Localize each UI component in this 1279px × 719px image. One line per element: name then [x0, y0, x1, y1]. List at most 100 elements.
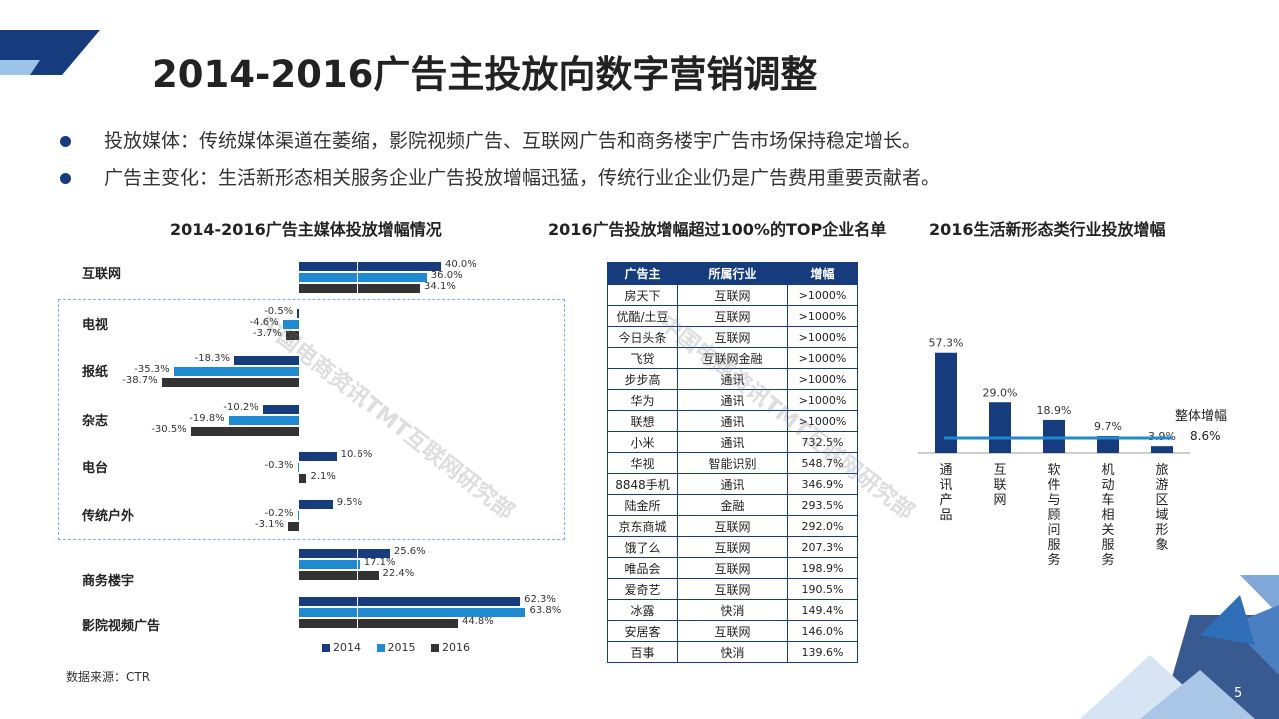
- data-label: -3.1%: [254, 519, 284, 530]
- data-label: -3.7%: [252, 328, 282, 339]
- table-row: 步步高 通讯 >1000%: [607, 368, 858, 390]
- column-header: 所属行业: [677, 262, 788, 285]
- bar-2015: [297, 463, 299, 472]
- table-cell: 互联网: [677, 536, 788, 558]
- table-cell: 金融: [677, 494, 788, 516]
- table-cell: 联想: [607, 410, 678, 432]
- table-cell: >1000%: [787, 305, 858, 327]
- table-cell: 通讯: [677, 431, 788, 453]
- bar: [1097, 436, 1119, 453]
- category-label: 电台: [82, 461, 109, 476]
- table-cell: 207.3%: [787, 536, 858, 558]
- legend-item-2014: 2014: [322, 641, 361, 654]
- bar-2015: [299, 273, 427, 282]
- table-cell: 冰露: [607, 599, 678, 621]
- table-cell: 190.5%: [787, 578, 858, 600]
- table-row: 华为 通讯 >1000%: [607, 389, 858, 411]
- reference-line-name: 整体增幅: [1175, 409, 1228, 424]
- data-label: 10.6%: [341, 449, 373, 460]
- category-label: 通讯产品: [939, 463, 953, 523]
- category-label: 商务楼宇: [82, 574, 135, 589]
- table-row: 冰露 快消 149.4%: [607, 599, 858, 621]
- table-row: 飞贷 互联网金融 >1000%: [607, 347, 858, 369]
- bar: [935, 352, 957, 453]
- data-label: 40.0%: [445, 259, 477, 270]
- bar-2015: [282, 320, 299, 329]
- table-cell: 732.5%: [787, 431, 858, 453]
- table-cell: >1000%: [787, 326, 858, 348]
- table-cell: >1000%: [787, 347, 858, 369]
- table-cell: 互联网: [677, 557, 788, 579]
- table-row: 房天下 互联网 >1000%: [607, 284, 858, 306]
- table-cell: 唯品会: [607, 557, 678, 579]
- bar-2014: [299, 597, 521, 606]
- bar-2014: [297, 309, 299, 318]
- bar-2015: [299, 608, 526, 617]
- table-row: 联想 通讯 >1000%: [607, 410, 858, 432]
- table-cell: 互联网: [677, 305, 788, 327]
- column-header: 增幅: [787, 262, 858, 285]
- data-label: -38.7%: [122, 375, 158, 386]
- table-cell: 通讯: [677, 368, 788, 390]
- table-cell: 293.5%: [787, 494, 858, 516]
- legend-item-2015: 2015: [376, 641, 416, 654]
- table-cell: 华视: [607, 452, 678, 474]
- table-cell: 优酷/土豆: [607, 305, 678, 327]
- bullet-dot-icon: [60, 173, 71, 184]
- table-cell: 通讯: [677, 473, 788, 495]
- table-cell: 146.0%: [787, 620, 858, 642]
- table-cell: 292.0%: [787, 515, 858, 537]
- category-label: 软件与顾问服务: [1047, 463, 1061, 568]
- table-cell: 346.9%: [787, 473, 858, 495]
- column-header: 广告主: [607, 262, 678, 285]
- bar-2015: [299, 560, 360, 569]
- data-label: 34.1%: [424, 281, 456, 292]
- table-cell: 房天下: [607, 284, 678, 306]
- table-row: 京东商城 互联网 292.0%: [607, 515, 858, 537]
- table-cell: 互联网: [677, 515, 788, 537]
- table-cell: 今日头条: [607, 326, 678, 348]
- data-label: 25.6%: [393, 546, 426, 557]
- corner-decoration-bottom-right: [1080, 575, 1279, 719]
- category-label: 杂志: [82, 414, 109, 429]
- bar-2014: [299, 500, 333, 509]
- data-label: 36.0%: [430, 270, 463, 281]
- table-row: 小米 通讯 732.5%: [607, 431, 858, 453]
- traditional-media-group-box: [58, 299, 565, 540]
- table-row: 百事 快消 139.6%: [607, 641, 858, 663]
- table-cell: 互联网: [677, 326, 788, 348]
- table-row: 唯品会 互联网 198.9%: [607, 557, 858, 579]
- table-cell: 爱奇艺: [607, 578, 678, 600]
- table-cell: >1000%: [787, 389, 858, 411]
- category-label: 传统户外: [82, 509, 135, 524]
- bar-2016: [299, 619, 459, 628]
- bar: [1151, 446, 1173, 453]
- chart-title-new-lifestyle: 2016生活新形态类行业投放增幅: [929, 220, 1166, 239]
- table-row: 爱奇艺 互联网 190.5%: [607, 578, 858, 600]
- bar-2016: [299, 571, 379, 580]
- data-label: 62.3%: [524, 594, 556, 605]
- page-title: 2014-2016广告主投放向数字营销调整: [152, 53, 818, 96]
- bar-2014: [299, 452, 337, 461]
- table-cell: 198.9%: [787, 557, 858, 579]
- table-cell: 饿了么: [607, 536, 678, 558]
- data-label: -35.3%: [134, 364, 170, 375]
- table-header-row: 广告主 所属行业 增幅: [607, 262, 858, 285]
- table-cell: 百事: [607, 641, 678, 663]
- legend-item-2016: 2016: [431, 641, 470, 654]
- table-cell: 安居客: [607, 620, 678, 642]
- table-cell: 京东商城: [607, 515, 678, 537]
- bar-2015: [228, 416, 299, 425]
- table-row: 华视 智能识别 548.7%: [607, 452, 858, 474]
- bar-2016: [190, 427, 299, 436]
- corner-decoration-top-left: [0, 30, 100, 75]
- data-label: 63.8%: [529, 605, 562, 616]
- bar-2015: [297, 511, 299, 520]
- table-cell: 互联网金融: [677, 347, 788, 369]
- bar: [989, 402, 1011, 453]
- category-label: 影院视频广告: [82, 619, 161, 634]
- data-label: 22.4%: [382, 568, 415, 579]
- reference-line-value: 8.6%: [1190, 429, 1221, 443]
- table-cell: 8848手机: [607, 473, 678, 495]
- data-label: 18.9%: [1037, 404, 1072, 417]
